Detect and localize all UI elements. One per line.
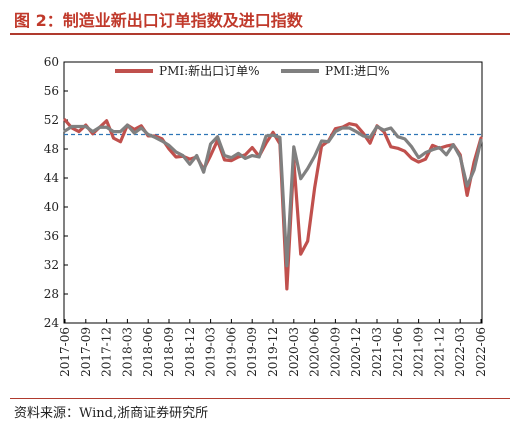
x-tick-label: 2017-09 — [79, 327, 93, 377]
x-tick-label: 2022-06 — [474, 327, 488, 377]
legend-label-0: PMI:新出口订单% — [159, 63, 260, 78]
x-tick-label: 2018-06 — [141, 327, 155, 377]
x-tick-label: 2021-03 — [370, 327, 384, 377]
x-tick-label: 2019-09 — [245, 327, 259, 377]
plot-frame — [63, 61, 483, 324]
x-tick-label: 2021-06 — [391, 327, 405, 377]
x-tick-label: 2019-12 — [266, 327, 280, 377]
x-tick-label: 2021-12 — [432, 327, 446, 377]
x-tick-label: 2018-03 — [120, 327, 134, 377]
x-tick-label: 2018-12 — [183, 327, 197, 377]
source-rule — [10, 398, 510, 399]
y-tick-label: 32 — [44, 258, 59, 272]
y-tick-label: 52 — [44, 113, 59, 127]
y-tick-label: 60 — [44, 55, 59, 69]
line-chart: 24 28 32 36 40 44 48 52 56 60 2017-06 2017-09 2017-1… — [44, 55, 488, 377]
x-tick-label: 2020-03 — [287, 327, 301, 377]
x-tick-label: 2020-09 — [328, 327, 342, 377]
x-tick-label: 2019-03 — [204, 327, 218, 377]
series-line-1 — [63, 123, 483, 268]
x-tick-label: 2017-12 — [100, 327, 114, 377]
y-tick-label: 28 — [44, 287, 59, 301]
x-tick-label: 2018-09 — [162, 327, 176, 377]
y-tick-label: 24 — [44, 316, 60, 330]
x-tick-label: 2019-06 — [224, 327, 238, 377]
chart-title: 图 2：制造业新出口订单指数及进口指数 — [14, 11, 303, 30]
x-tick-label: 2022-03 — [453, 327, 467, 377]
y-tick-label: 48 — [44, 142, 59, 156]
title-rule — [10, 33, 510, 35]
y-tick-label: 44 — [44, 171, 60, 185]
x-tick-label: 2020-06 — [308, 327, 322, 377]
y-tick-label: 56 — [44, 84, 59, 98]
x-tick-label: 2021-09 — [412, 327, 426, 377]
y-tick-label: 36 — [44, 229, 59, 243]
series-line-0 — [63, 118, 483, 291]
legend-label-1: PMI:进口% — [325, 64, 390, 78]
x-tick-label: 2017-06 — [58, 327, 72, 377]
y-tick-label: 40 — [44, 200, 59, 214]
source-note: 资料来源：Wind,浙商证券研究所 — [14, 406, 209, 421]
x-tick-label: 2020-12 — [349, 327, 363, 377]
